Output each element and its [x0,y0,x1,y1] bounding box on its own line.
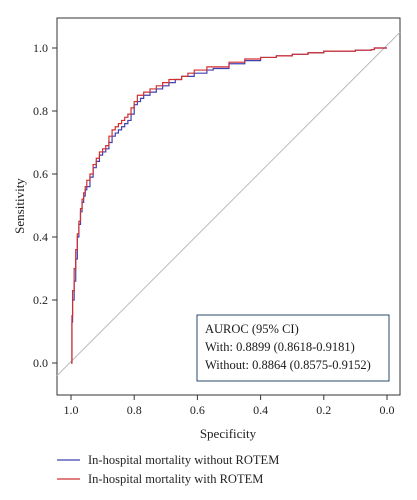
x-tick-label: 0.2 [316,403,331,417]
reference-diagonal [56,31,401,376]
y-ticks: 0.0 0.2 0.4 0.6 0.8 1.0 [33,41,57,370]
x-axis-title: Specificity [200,426,257,441]
x-ticks: 1.0 0.8 0.6 0.4 0.2 0.0 [64,395,395,417]
y-axis-title: Sensitivity [12,178,27,234]
annotation-without: Without: 0.8864 (0.8575-0.9152) [205,358,371,372]
x-tick-label: 0.8 [127,403,142,417]
annotation-with: With: 0.8899 (0.8618-0.9181) [205,340,355,354]
y-tick-label: 0.2 [33,293,48,307]
x-tick-label: 1.0 [64,403,79,417]
x-tick-label: 0.6 [190,403,205,417]
roc-line-with-rotem [71,47,387,364]
series-group [71,47,387,364]
legend: In-hospital mortality without ROTEM In-h… [57,453,279,486]
y-tick-label: 0.8 [33,104,48,118]
y-tick-label: 0.0 [33,356,48,370]
plot-frame [56,17,401,396]
annotation-box [196,314,390,382]
y-tick-label: 1.0 [33,41,48,55]
legend-label-with: In-hospital mortality with ROTEM [88,472,263,486]
y-tick-label: 0.6 [33,167,48,181]
x-tick-label: 0.4 [253,403,268,417]
auroc-annotation: AUROC (95% CI) With: 0.8899 (0.8618-0.91… [196,314,390,382]
annotation-title: AUROC (95% CI) [205,322,299,336]
legend-label-without: In-hospital mortality without ROTEM [88,453,279,467]
y-tick-label: 0.4 [33,230,48,244]
x-tick-label: 0.0 [380,403,395,417]
